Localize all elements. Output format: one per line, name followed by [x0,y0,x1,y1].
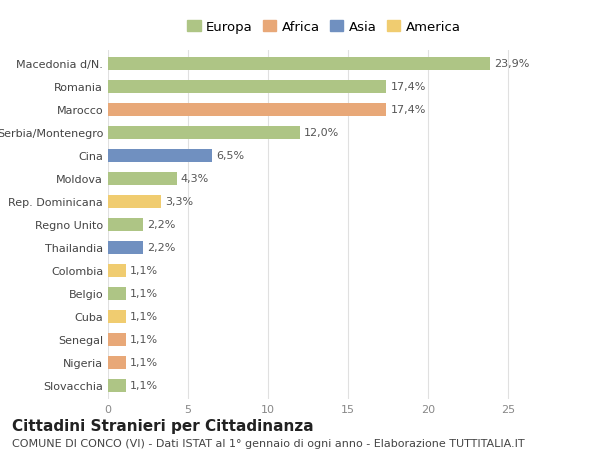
Text: 17,4%: 17,4% [391,105,426,115]
Bar [108,333,125,346]
Legend: Europa, Africa, Asia, America: Europa, Africa, Asia, America [185,19,463,37]
Text: 2,2%: 2,2% [147,243,176,253]
Text: 1,1%: 1,1% [130,358,158,368]
Text: Cittadini Stranieri per Cittadinanza: Cittadini Stranieri per Cittadinanza [12,418,314,433]
Text: 17,4%: 17,4% [391,82,426,92]
Bar [108,310,125,323]
Bar [108,127,300,140]
Text: 1,1%: 1,1% [130,289,158,299]
Text: 12,0%: 12,0% [304,128,339,138]
Text: 1,1%: 1,1% [130,266,158,276]
Bar [108,356,125,369]
Bar [108,218,143,231]
Bar [108,150,212,162]
Bar [108,196,161,208]
Text: COMUNE DI CONCO (VI) - Dati ISTAT al 1° gennaio di ogni anno - Elaborazione TUTT: COMUNE DI CONCO (VI) - Dati ISTAT al 1° … [12,438,524,448]
Text: 6,5%: 6,5% [216,151,244,161]
Bar [108,264,125,277]
Bar [108,287,125,300]
Text: 1,1%: 1,1% [130,335,158,345]
Text: 23,9%: 23,9% [494,59,530,69]
Bar [108,379,125,392]
Text: 2,2%: 2,2% [147,220,176,230]
Text: 3,3%: 3,3% [165,197,193,207]
Bar [108,173,177,185]
Bar [108,104,386,117]
Text: 4,3%: 4,3% [181,174,209,184]
Text: 1,1%: 1,1% [130,312,158,322]
Bar [108,58,490,71]
Text: 1,1%: 1,1% [130,381,158,391]
Bar [108,81,386,94]
Bar [108,241,143,254]
